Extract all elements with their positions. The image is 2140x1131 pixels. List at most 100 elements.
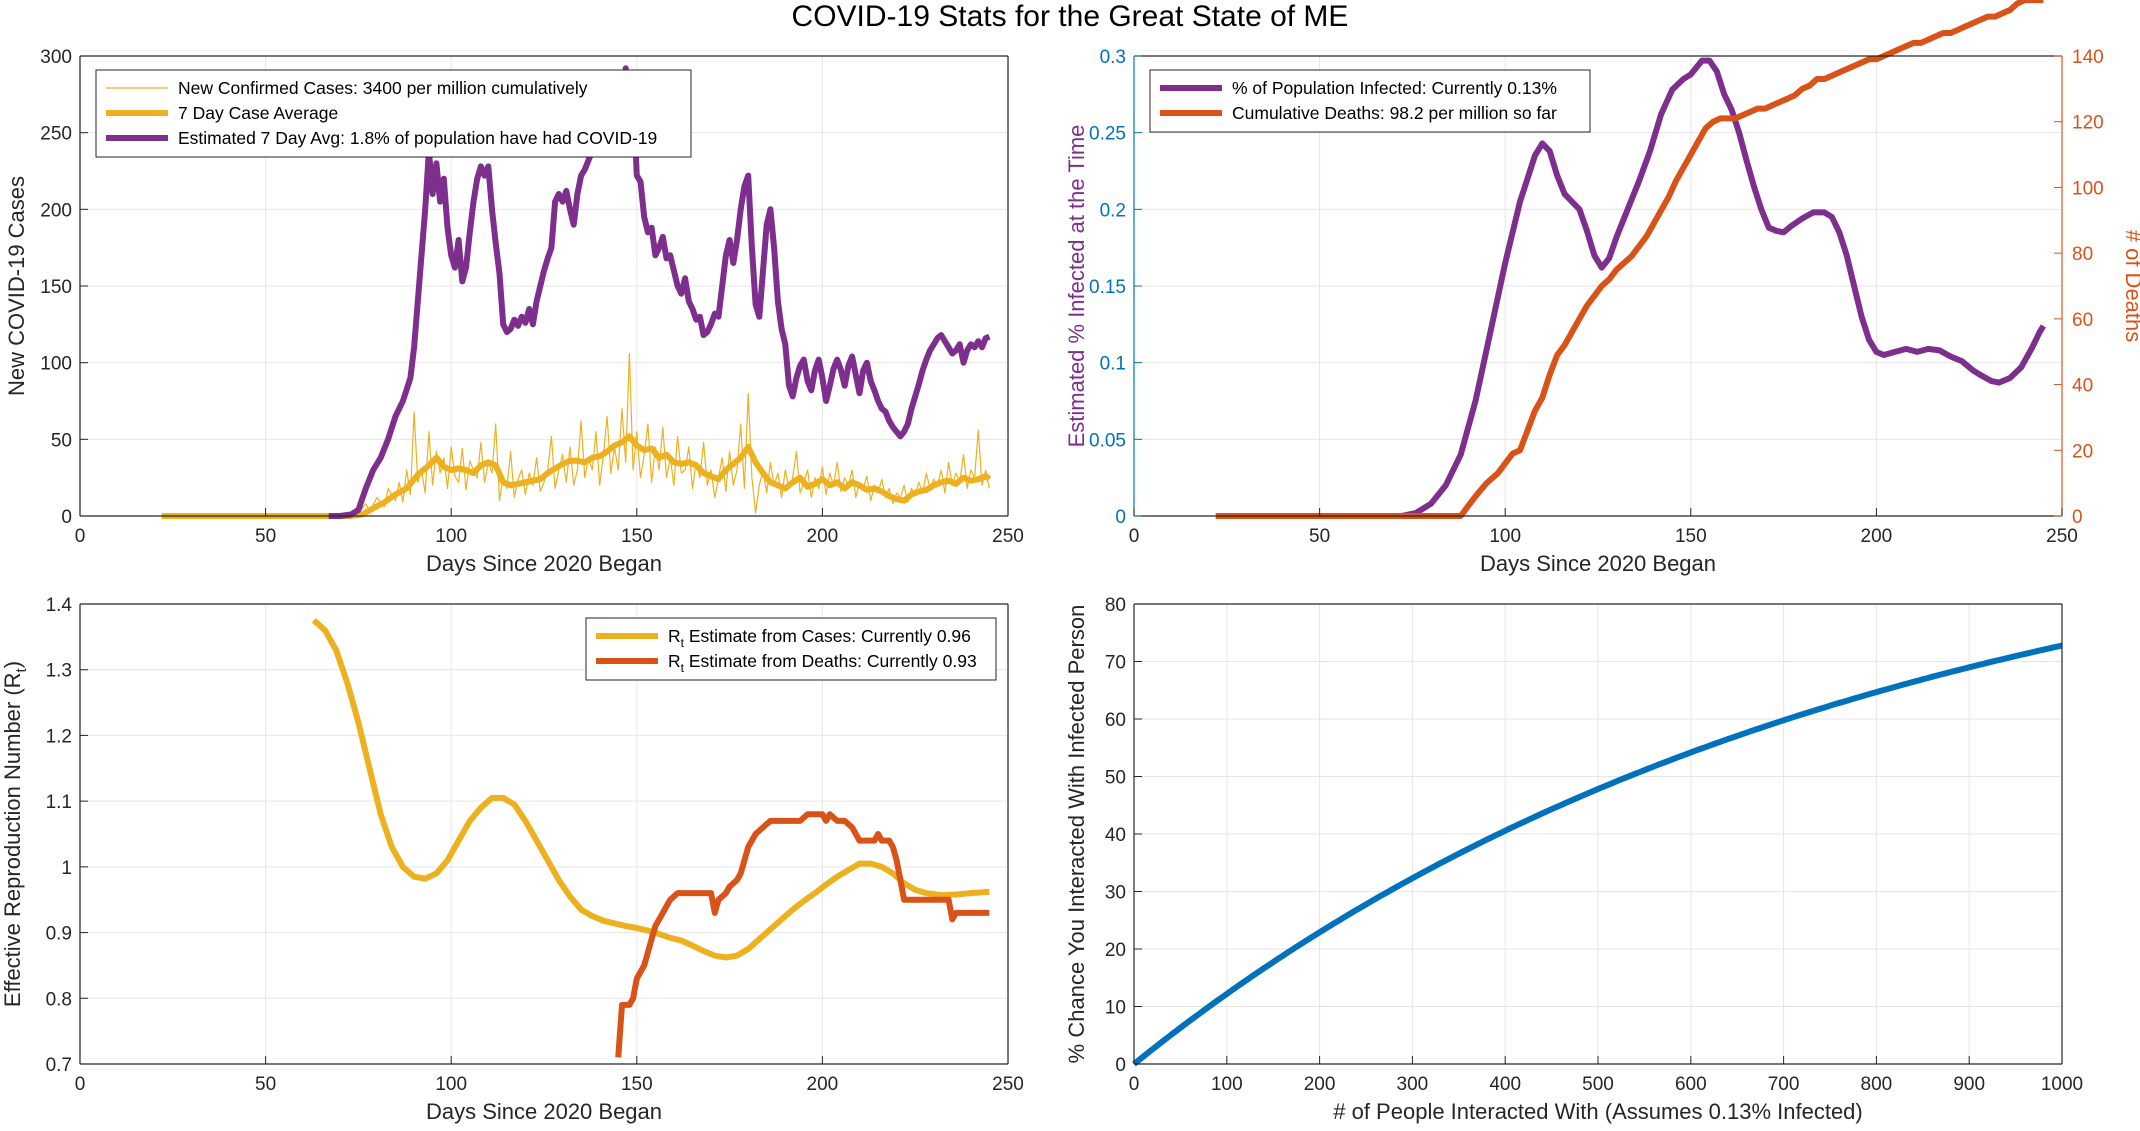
x-tick-label: 0 [1129, 1074, 1140, 1095]
series-line-2 [161, 433, 992, 519]
y-axis-label-close: ) [0, 661, 25, 668]
legend-label-sub: t [681, 661, 685, 675]
y-tick-label: 70 [1105, 653, 1126, 674]
y-axis-label: Estimated % Infected at the Time [1064, 125, 1089, 448]
legend-label: New Confirmed Cases: 3400 per million cu… [178, 78, 588, 98]
series-line-3 [328, 65, 991, 519]
y-axis-label-sub: t [13, 667, 30, 672]
y2-tick-label: 80 [2072, 244, 2093, 265]
y-tick-label: 0.1 [1100, 354, 1126, 375]
series-line-1 [1382, 57, 2046, 519]
x-tick-label: 200 [1304, 1074, 1336, 1095]
series-line-2 [1215, 0, 2044, 519]
x-tick-label: 200 [1861, 526, 1893, 547]
rt-chart: 0 50 100 150 200 250 0.7 0.8 0.9 1 1.1 1.2 1.3 1.4 Day… [0, 595, 1024, 1124]
y2-axis-label: # of Deaths [2121, 230, 2140, 343]
x-tick-label: 800 [1861, 1074, 1893, 1095]
x-tick-label: 250 [992, 526, 1024, 547]
y-tick-label: 0.9 [46, 924, 72, 945]
infected-chart: 0 50 100 150 200 25000.050.10.150.20.250.3020… [1064, 0, 2140, 576]
series-line-1 [311, 618, 990, 961]
x-tick-label: 250 [2046, 526, 2078, 547]
x-tick-label: 0 [75, 526, 86, 547]
x-tick-label: 600 [1675, 1074, 1707, 1095]
y2-tick-label: 140 [2072, 47, 2104, 68]
y2-tick-label: 0 [2072, 507, 2083, 528]
x-tick-label: 100 [1489, 526, 1521, 547]
x-tick-label: 50 [1309, 526, 1330, 547]
legend-label: % of Population Infected: Currently 0.13… [1232, 78, 1557, 98]
y-tick-label: 300 [40, 47, 72, 68]
x-tick-label: 100 [435, 526, 467, 547]
x-tick-label: 0 [75, 1074, 86, 1095]
legend-box [585, 617, 997, 681]
y-axis-label: % Chance You Interacted With Infected Pe… [1064, 605, 1089, 1064]
legend-label-sub: t [681, 636, 685, 650]
x-tick-label: 0 [1129, 526, 1140, 547]
y-tick-label: 150 [40, 277, 72, 298]
x-axis-label: Days Since 2020 Began [426, 551, 662, 576]
y-tick-label: 1.2 [46, 726, 72, 747]
x-axis-label: # of People Interacted With (Assumes 0.1… [1333, 1099, 1863, 1124]
x-tick-label: 500 [1582, 1074, 1614, 1095]
y-tick-label: 0.3 [1100, 47, 1126, 68]
legend-label: Rt Estimate from Deaths: Currently 0.93 [668, 651, 977, 675]
y-tick-label: 0 [1115, 507, 1126, 528]
cases-chart: 0 50 100 150 200 250 0 50 100 150 200 250 300 Days Si… [4, 47, 1024, 576]
legend-label: Rt Estimate from Cases: Currently 0.96 [668, 626, 971, 650]
x-tick-label: 1000 [2041, 1074, 2083, 1095]
x-tick-label: 150 [621, 526, 653, 547]
x-tick-label: 50 [255, 1074, 276, 1095]
y-tick-label: 1.3 [46, 661, 72, 682]
y-tick-label: 0.2 [1100, 200, 1126, 221]
x-tick-label: 150 [621, 1074, 653, 1095]
y-tick-label: 0.25 [1089, 124, 1126, 145]
y-axis-label: Effective Reproduction Number (Rt) [0, 661, 30, 1007]
y-tick-label: 0.8 [46, 989, 72, 1010]
series-line-1 [1132, 642, 2063, 1067]
y-tick-label: 50 [51, 430, 72, 451]
y-tick-label: 30 [1105, 883, 1126, 904]
y2-tick-label: 120 [2072, 113, 2104, 134]
x-tick-label: 300 [1397, 1074, 1429, 1095]
y-tick-label: 10 [1105, 998, 1126, 1019]
y2-tick-label: 100 [2072, 178, 2104, 199]
y-tick-label: 0.7 [46, 1055, 72, 1076]
series-line-2 [615, 811, 990, 1058]
y2-tick-label: 40 [2072, 376, 2093, 397]
x-tick-label: 150 [1675, 526, 1707, 547]
y-tick-label: 0.15 [1089, 277, 1126, 298]
legend-label-main: R [668, 651, 681, 671]
legend-label-rest: Estimate from Deaths: Currently 0.93 [684, 651, 977, 671]
y2-tick-label: 20 [2072, 441, 2093, 462]
legend-label: Estimated 7 Day Avg: 1.8% of population … [178, 128, 657, 148]
y-tick-label: 0 [61, 507, 72, 528]
legend-label: 7 Day Case Average [178, 103, 338, 123]
y-tick-label: 0.05 [1089, 430, 1126, 451]
y-tick-label: 1 [61, 858, 72, 879]
x-tick-label: 200 [807, 1074, 839, 1095]
y-tick-label: 1.1 [46, 792, 72, 813]
x-tick-label: 100 [1211, 1074, 1243, 1095]
x-tick-label: 50 [255, 526, 276, 547]
x-tick-label: 200 [807, 526, 839, 547]
y-tick-label: 20 [1105, 940, 1126, 961]
y-axis-label-text: Effective Reproduction Number (R [0, 672, 25, 1007]
legend-label-main: R [668, 626, 681, 646]
x-tick-label: 250 [992, 1074, 1024, 1095]
figure-title: COVID-19 Stats for the Great State of ME [792, 0, 1349, 33]
x-tick-label: 900 [1953, 1074, 1985, 1095]
y-tick-label: 40 [1105, 825, 1126, 846]
legend-label: Cumulative Deaths: 98.2 per million so f… [1232, 103, 1557, 123]
legend-box [95, 69, 692, 158]
y2-tick-label: 60 [2072, 310, 2093, 331]
legend-box [1149, 69, 1591, 133]
x-axis-label: Days Since 2020 Began [1480, 551, 1716, 576]
x-tick-label: 100 [435, 1074, 467, 1095]
x-axis-label: Days Since 2020 Began [426, 1099, 662, 1124]
legend-label-rest: Estimate from Cases: Currently 0.96 [684, 626, 971, 646]
y-tick-label: 0 [1115, 1055, 1126, 1076]
y-tick-label: 50 [1105, 768, 1126, 789]
y-tick-label: 250 [40, 124, 72, 145]
